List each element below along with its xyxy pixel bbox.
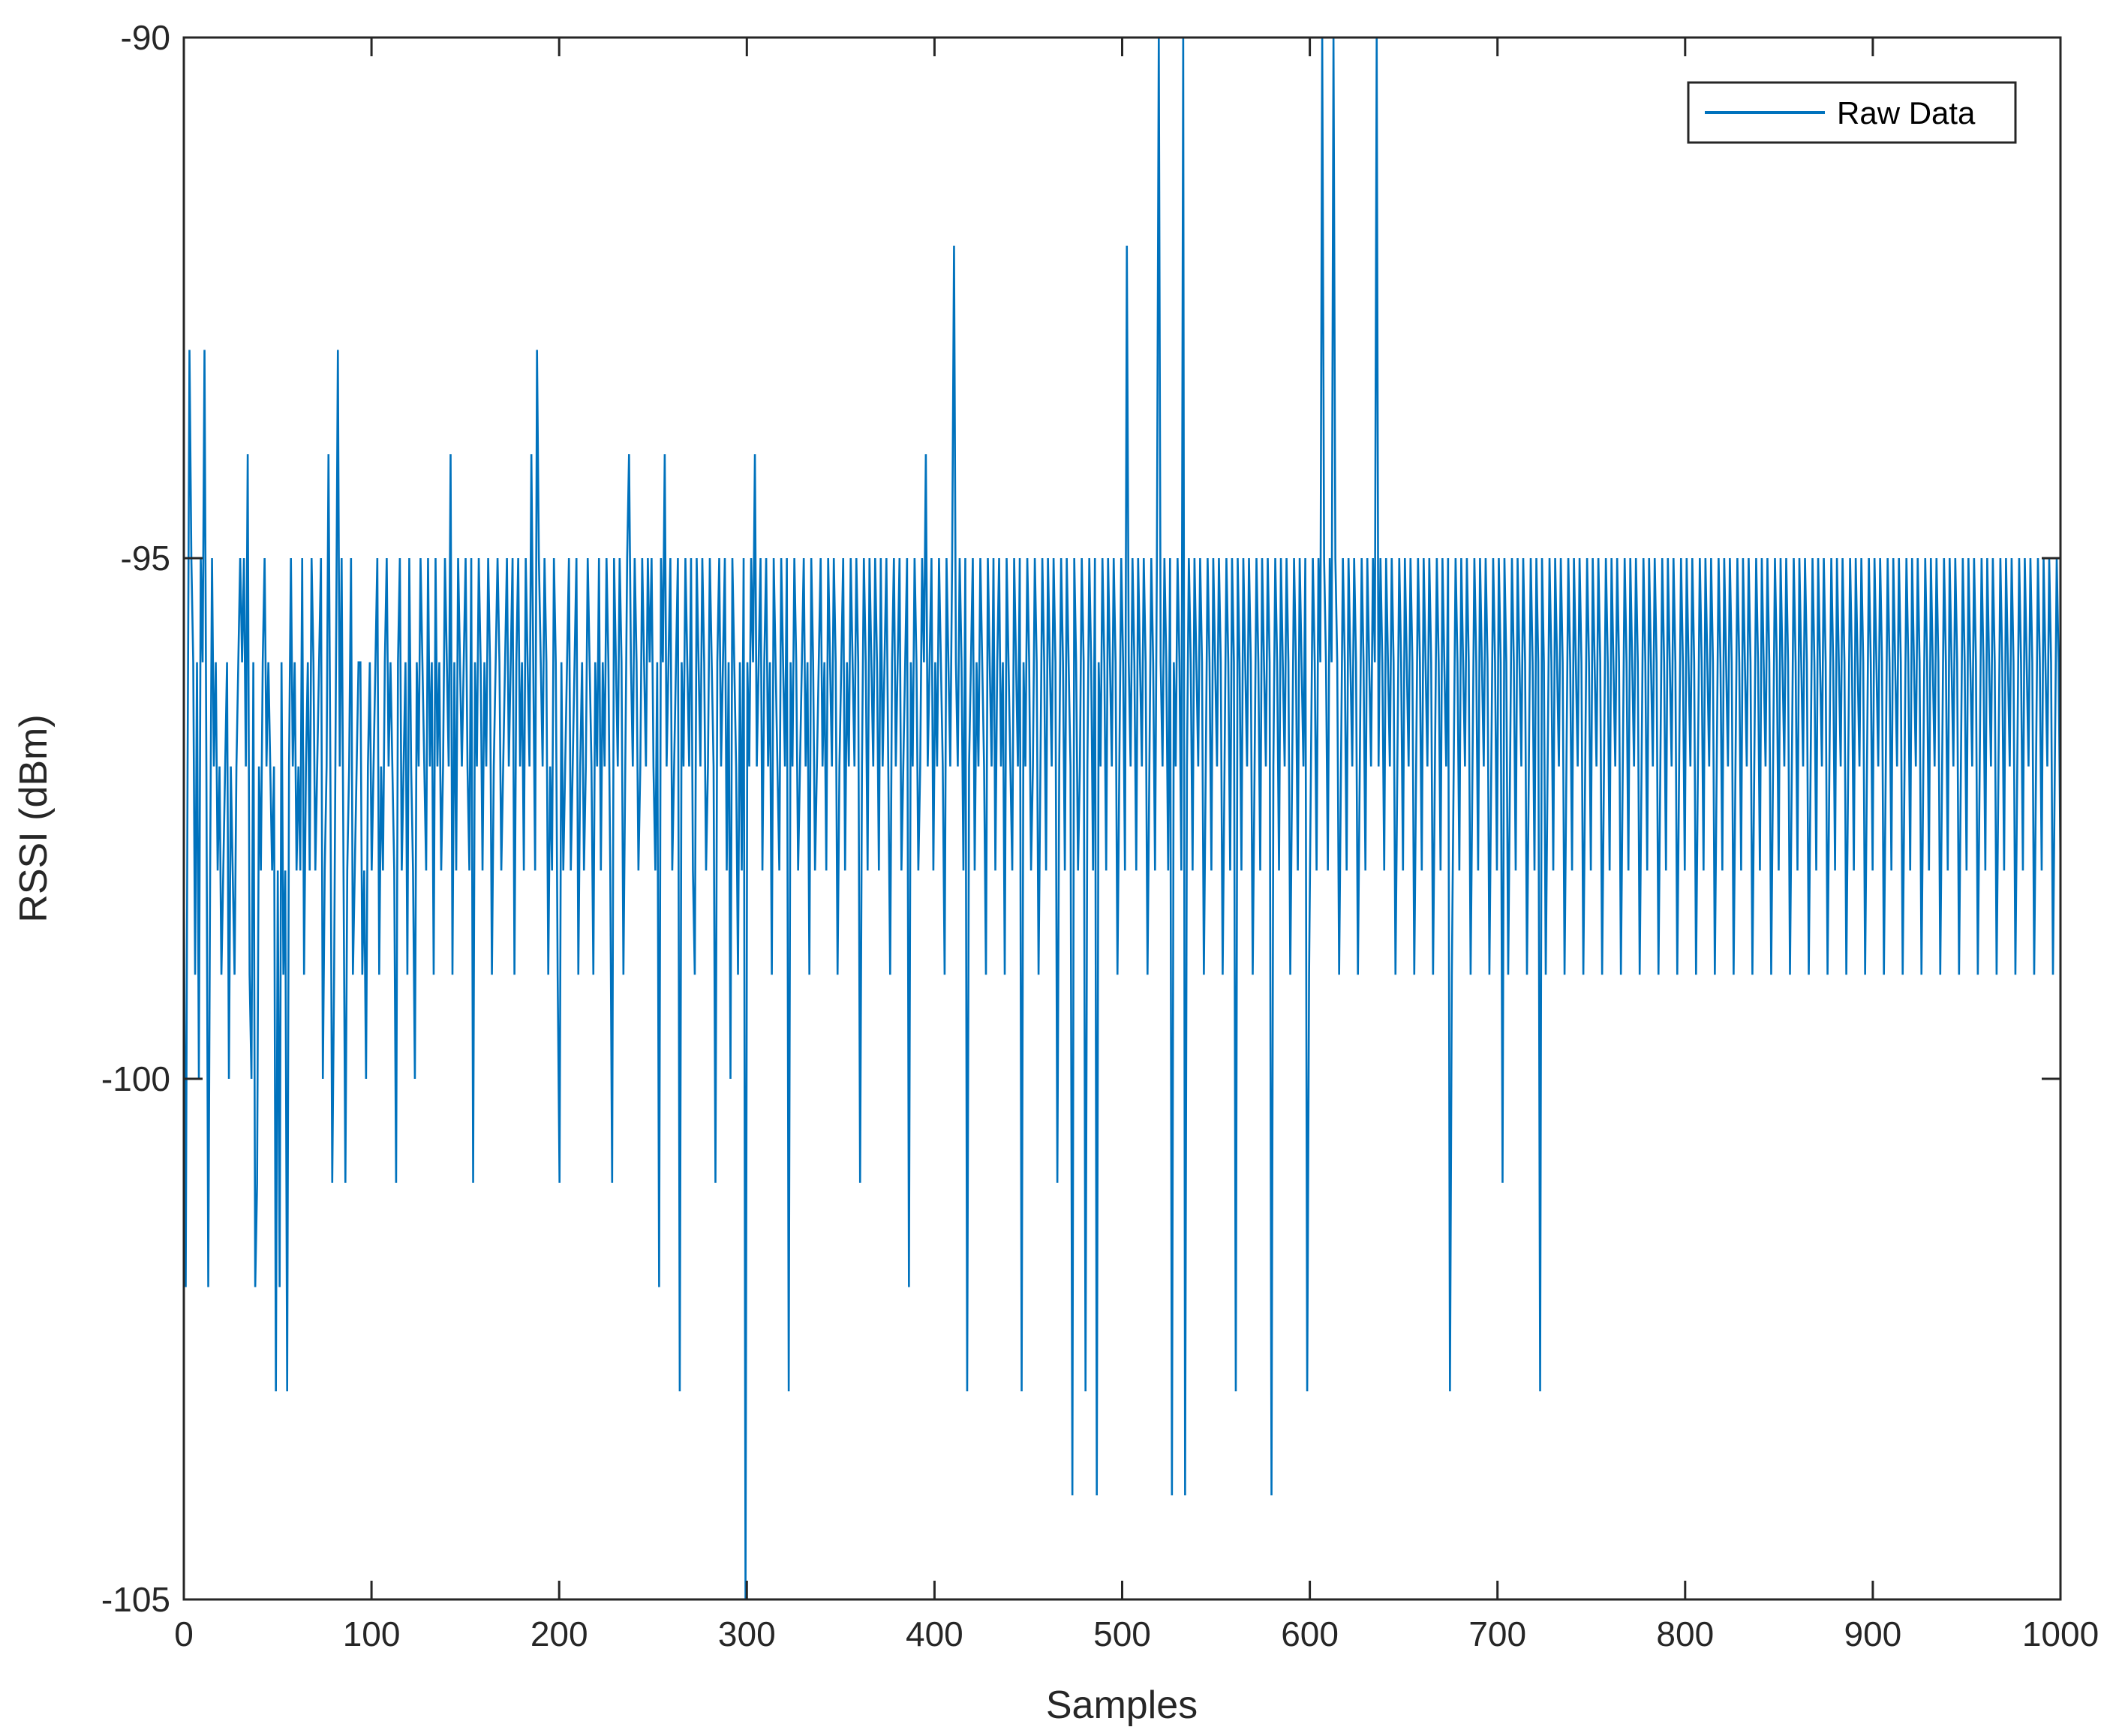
y-axis-label: RSSI (dBm) [12,714,56,922]
plot-area [184,38,2060,1599]
x-tick-label: 400 [906,1614,963,1653]
x-axis-ticks: 0 100 200 300 400 500 600 700 800 900 1000 [174,38,2099,1653]
x-tick-label: 0 [174,1614,194,1653]
x-tick-label: 600 [1281,1614,1339,1653]
legend: Raw Data [1687,81,2017,144]
x-tick-label: 1000 [2022,1614,2099,1653]
x-tick-label: 700 [1468,1614,1526,1653]
x-tick-label: 100 [343,1614,401,1653]
x-tick-label: 200 [531,1614,588,1653]
x-tick-label: 800 [1656,1614,1714,1653]
y-tick-label: -90 [121,18,170,57]
y-axis-ticks: -90 -95 -100 -105 [101,18,2060,1619]
series-layer [182,37,2062,1600]
y-tick-label: -95 [121,539,170,578]
y-tick-label: -105 [101,1580,170,1619]
series-line-raw-data [182,37,2062,1600]
x-axis-label: Samples [1046,1683,1198,1727]
x-tick-label: 500 [1093,1614,1151,1653]
y-tick-label: -100 [101,1059,170,1098]
legend-label-raw-data: Raw Data [1837,95,1976,131]
x-tick-label: 900 [1844,1614,1902,1653]
x-tick-label: 300 [718,1614,776,1653]
